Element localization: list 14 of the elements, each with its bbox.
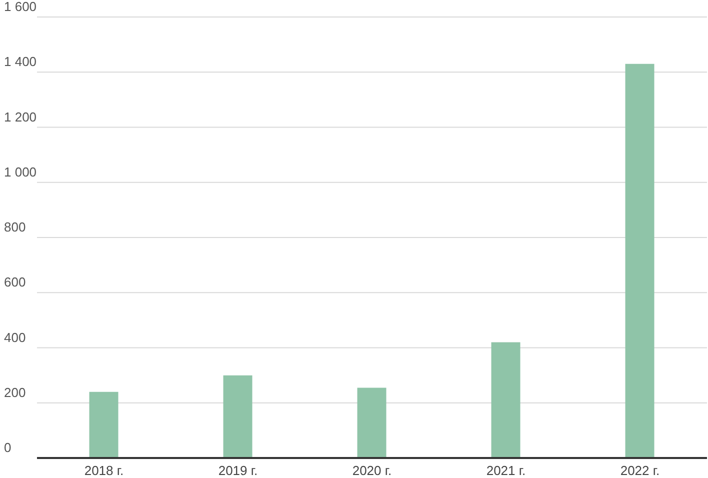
- y-tick-label: 1 400: [4, 54, 37, 70]
- x-tick-label: 2022 г.: [620, 463, 660, 478]
- x-tick-label: 2018 г.: [84, 463, 124, 478]
- x-tick-label: 2019 г.: [218, 463, 258, 478]
- y-tick-label: 400: [4, 330, 26, 345]
- y-tick-label: 0: [4, 440, 12, 455]
- y-tick-label: 600: [4, 274, 26, 290]
- y-tick-label: 1 200: [4, 109, 37, 124]
- x-tick-label: 2021 г.: [486, 463, 526, 478]
- y-tick-label: 1 000: [4, 164, 37, 180]
- y-tick-label: 1 600: [4, 0, 37, 14]
- y-tick-label: 800: [4, 220, 26, 234]
- y-tick-label: 200: [4, 384, 26, 400]
- x-tick-label: 2020 г.: [352, 463, 392, 478]
